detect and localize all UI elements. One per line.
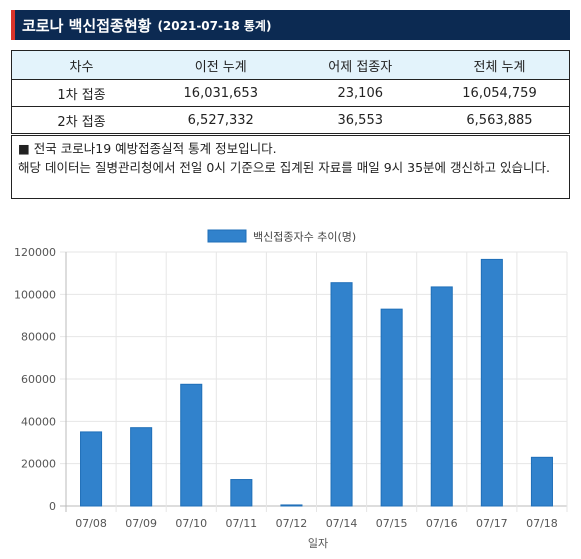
legend-swatch[interactable] [207, 229, 247, 243]
notice-box: ■ 전국 코로나19 예방접종실적 통계 정보입니다. 해당 데이터는 질병관리… [11, 135, 570, 199]
y-tick-label: 0 [49, 500, 56, 513]
y-tick-label: 60000 [21, 373, 56, 386]
notice-line-2: 해당 데이터는 질병관리청에서 전일 0시 기준으로 집계된 자료를 매일 9시… [18, 160, 550, 175]
legend-label[interactable]: 백신접종자수 추이(명) [253, 231, 356, 244]
chart-legend[interactable]: 백신접종자수 추이(명) [207, 229, 356, 244]
x-axis-ticks: 07/08 07/09 07/10 07/11 07/12 07/14 07/15 07/16… [75, 517, 558, 530]
table-row: 2차 접종 6,527,332 36,553 6,563,885 [11, 106, 570, 134]
x-tick-label: 07/15 [376, 517, 408, 530]
x-tick-label: 07/14 [326, 517, 358, 530]
chart-bars [80, 258, 553, 507]
x-tick-label: 07/12 [276, 517, 308, 530]
bar-07-10[interactable] [180, 383, 203, 507]
stats-date: (2021-07-18 통계) [157, 18, 272, 33]
x-tick-label: 07/11 [225, 517, 257, 530]
header-dose: 차수 [11, 50, 151, 80]
x-tick-label: 07/18 [526, 517, 558, 530]
notice-line-1: ■ 전국 코로나19 예방접종실적 통계 정보입니다. [18, 141, 277, 156]
page-title: 코로나 백신접종현황 [22, 16, 152, 35]
cell-yesterday: 36,553 [290, 106, 430, 134]
x-axis-label: 일자 [308, 536, 328, 550]
x-tick-label: 07/09 [125, 517, 157, 530]
x-tick-label: 07/16 [426, 517, 458, 530]
bar-07-12[interactable] [280, 504, 303, 507]
table-row: 1차 접종 16,031,653 23,106 16,054,759 [11, 79, 570, 107]
cell-previous-total: 16,031,653 [151, 79, 291, 107]
y-tick-label: 120000 [14, 246, 56, 259]
bar-07-08[interactable] [80, 431, 103, 507]
page-header: 코로나 백신접종현황 (2021-07-18 통계) [11, 10, 570, 40]
cell-dose: 2차 접종 [11, 106, 151, 134]
cell-yesterday: 23,106 [290, 79, 430, 107]
bar-07-14[interactable] [330, 282, 353, 507]
header-previous-total: 이전 누계 [151, 50, 291, 80]
x-tick-label: 07/10 [175, 517, 207, 530]
bar-07-16[interactable] [430, 286, 453, 507]
bar-07-18[interactable] [530, 456, 553, 507]
bar-07-17[interactable] [480, 258, 503, 507]
cell-total: 16,054,759 [430, 79, 570, 107]
x-tick-label: 07/08 [75, 517, 107, 530]
y-tick-label: 80000 [21, 331, 56, 344]
y-tick-label: 20000 [21, 458, 56, 471]
cell-total: 6,563,885 [430, 106, 570, 134]
table-header-row: 차수 이전 누계 어제 접종자 전체 누계 [11, 50, 570, 80]
bar-07-15[interactable] [380, 308, 403, 507]
y-tick-label: 100000 [14, 288, 56, 301]
bar-07-11[interactable] [230, 479, 253, 507]
vaccination-stats-table: 차수 이전 누계 어제 접종자 전체 누계 1차 접종 16,031,653 2… [11, 50, 570, 134]
header-total: 전체 누계 [430, 50, 570, 80]
header-yesterday: 어제 접종자 [290, 50, 430, 80]
x-tick-label: 07/17 [476, 517, 508, 530]
bar-07-09[interactable] [130, 427, 153, 507]
y-axis-ticks: 0 20000 40000 60000 80000 100000 120000 [14, 246, 56, 513]
y-tick-label: 40000 [21, 415, 56, 428]
cell-dose: 1차 접종 [11, 79, 151, 107]
cell-previous-total: 6,527,332 [151, 106, 291, 134]
chart-grid [60, 251, 568, 512]
